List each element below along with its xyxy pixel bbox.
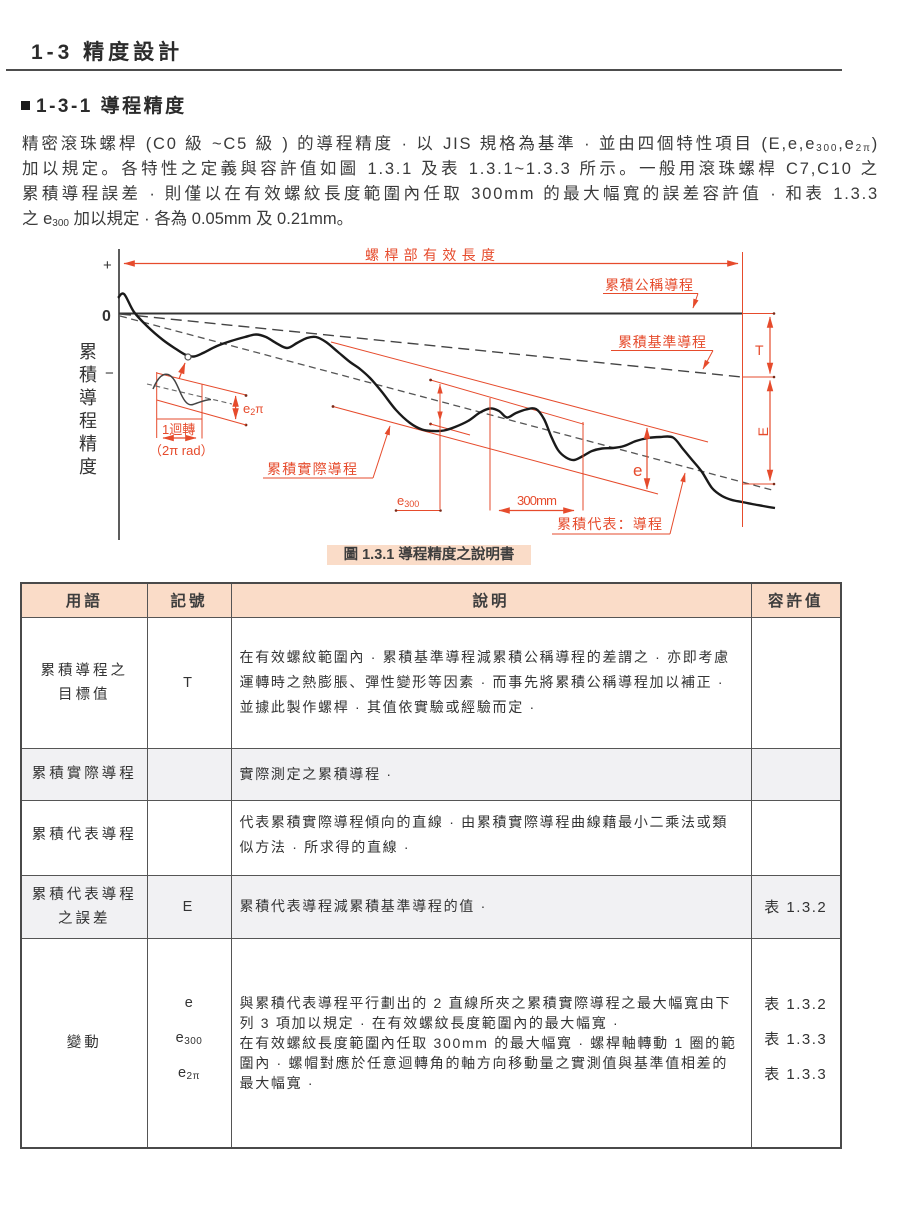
svg-text:累積公稱導程: 累積公稱導程 bbox=[605, 277, 693, 293]
svg-text:累積實際導程: 累積實際導程 bbox=[267, 461, 357, 477]
svg-text:−: − bbox=[105, 365, 114, 382]
svg-text:e300: e300 bbox=[397, 493, 419, 509]
svg-text:e: e bbox=[633, 461, 642, 480]
svg-text:0: 0 bbox=[102, 308, 111, 325]
svg-text:1迴轉: 1迴轉 bbox=[162, 422, 195, 437]
svg-text:累積導程精度: 累積導程精度 bbox=[79, 342, 97, 477]
svg-text:E: E bbox=[755, 427, 771, 436]
svg-text:累積代表：導程: 累積代表：導程 bbox=[557, 516, 662, 532]
svg-text:（2π rad）: （2π rad） bbox=[149, 443, 214, 458]
svg-text:累積基準導程: 累積基準導程 bbox=[618, 334, 706, 350]
svg-text:T: T bbox=[755, 342, 764, 358]
svg-text:e2π: e2π bbox=[243, 401, 264, 417]
svg-text:螺桿部有效長度: 螺桿部有效長度 bbox=[365, 247, 495, 263]
svg-text:300mm: 300mm bbox=[517, 493, 557, 508]
svg-text:+: + bbox=[103, 257, 112, 274]
